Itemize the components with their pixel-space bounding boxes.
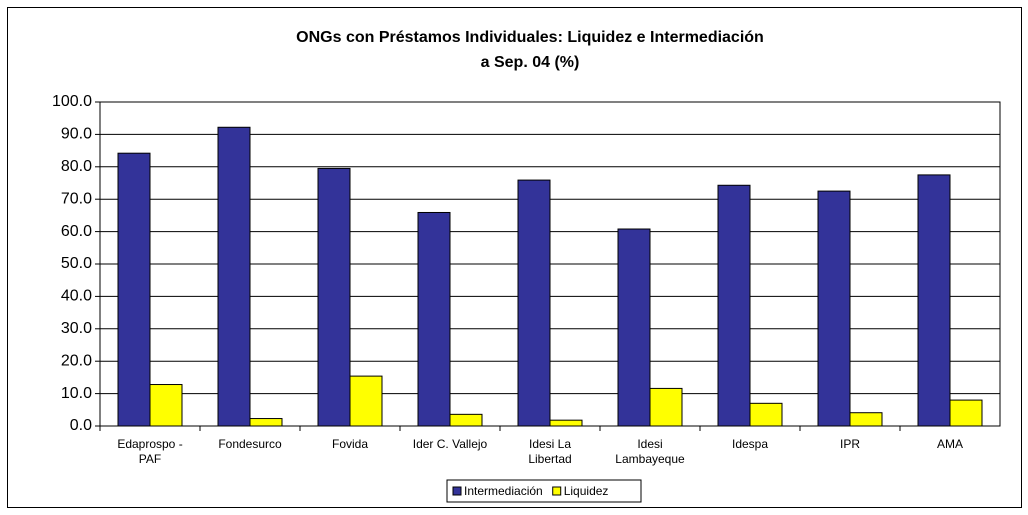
y-tick-label: 90.0 (61, 126, 92, 143)
legend-box (446, 479, 642, 503)
bar (317, 167, 351, 427)
legend-swatch (452, 486, 462, 496)
x-tick-label: Idesi La Libertad (528, 437, 572, 466)
bar (917, 174, 951, 427)
chart-title: ONGs con Préstamos Individuales: Liquide… (296, 29, 764, 46)
bar (749, 402, 783, 427)
chart-subtitle: a Sep. 04 (%) (481, 54, 580, 71)
x-tick-label: IPR (839, 437, 860, 451)
y-tick-label: 70.0 (61, 190, 92, 207)
bar (849, 412, 883, 427)
bar (517, 179, 551, 427)
y-tick-label: 100.0 (52, 93, 92, 110)
bar (417, 211, 451, 427)
bar (349, 375, 383, 427)
x-tick-label: Fovida (331, 437, 369, 451)
bar (649, 387, 683, 427)
bar (949, 399, 983, 427)
y-tick-label: 80.0 (61, 158, 92, 175)
x-tick-label: Ider C. Vallejo (412, 437, 488, 451)
bar (217, 126, 251, 427)
bar (449, 413, 483, 427)
bar (117, 152, 151, 427)
x-tick-label: AMA (936, 437, 963, 451)
x-tick-label: Fondesurco (218, 437, 282, 451)
y-tick-label: 30.0 (61, 320, 92, 337)
y-tick-label: 0.0 (70, 417, 92, 434)
legend-label: Liquidez (564, 484, 609, 498)
x-tick-label: Edaprospo - PAF (117, 437, 183, 466)
legend-label: Intermediación (464, 484, 543, 498)
bar (549, 419, 583, 427)
y-tick-label: 50.0 (61, 255, 92, 272)
y-tick-label: 10.0 (61, 385, 92, 402)
y-tick-label: 40.0 (61, 288, 92, 305)
x-tick-label: Idesi Lambayeque (615, 437, 685, 466)
bar (817, 190, 851, 427)
y-tick-label: 20.0 (61, 352, 92, 369)
y-tick-label: 60.0 (61, 223, 92, 240)
x-tick-label: Idespa (731, 437, 769, 451)
bar (249, 418, 283, 427)
bar (149, 384, 183, 427)
legend-swatch (552, 486, 562, 496)
bar (617, 228, 651, 427)
bar (717, 184, 751, 427)
